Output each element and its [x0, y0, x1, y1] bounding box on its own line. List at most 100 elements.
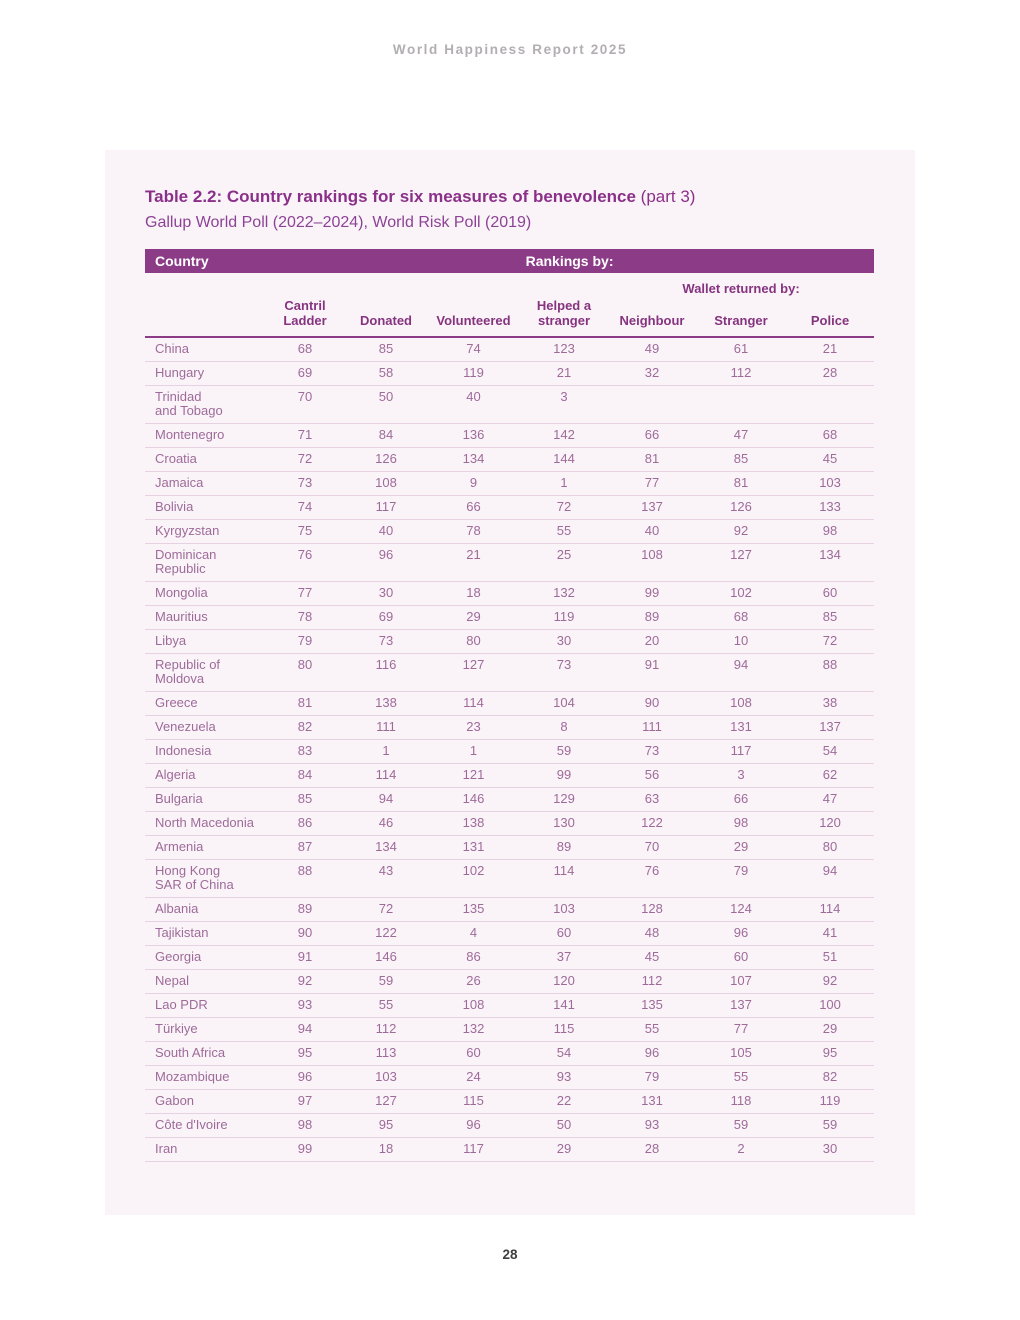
- value-cell: 46: [345, 811, 427, 836]
- value-cell: 114: [520, 859, 608, 898]
- value-cell: 128: [608, 897, 696, 922]
- value-cell: 91: [608, 653, 696, 692]
- wallet-group-label: Wallet returned by:: [682, 281, 800, 296]
- value-cell: 122: [608, 811, 696, 836]
- value-cell: 74: [427, 337, 520, 362]
- country-cell: Gabon: [145, 1089, 265, 1114]
- value-cell: 21: [427, 543, 520, 582]
- value-cell: 137: [786, 715, 875, 740]
- value-cell: 60: [427, 1041, 520, 1066]
- value-cell: 18: [427, 581, 520, 606]
- value-cell: 93: [520, 1065, 608, 1090]
- value-cell: 84: [345, 423, 427, 448]
- value-cell: 85: [696, 447, 786, 472]
- table-row: Côte d'Ivoire 98 95 96 50 93 59 59: [145, 1113, 875, 1138]
- value-cell: 21: [520, 361, 608, 386]
- value-cell: 138: [345, 691, 427, 716]
- country-cell: Algeria: [145, 763, 265, 788]
- value-cell: 98: [265, 1113, 345, 1138]
- value-cell: 111: [608, 715, 696, 740]
- country-cell: Nepal: [145, 969, 265, 994]
- value-cell: 3: [696, 763, 786, 788]
- table-row: Dominican Republic 76 96 21 25 108 127 1…: [145, 543, 875, 582]
- page-number: 28: [502, 1247, 518, 1262]
- value-cell: 121: [427, 763, 520, 788]
- value-cell: 105: [696, 1041, 786, 1066]
- column-header-helped-a-stranger: Helped a stranger: [520, 296, 608, 338]
- value-cell: 54: [520, 1041, 608, 1066]
- value-cell: 80: [427, 629, 520, 654]
- value-cell: 9: [427, 471, 520, 496]
- country-cell: Kyrgyzstan: [145, 519, 265, 544]
- value-cell: 137: [696, 993, 786, 1018]
- country-cell: Mauritius: [145, 605, 265, 630]
- value-cell: 87: [265, 835, 345, 860]
- table-row: Jamaica 73 108 9 1 77 81 103: [145, 471, 875, 496]
- value-cell: 131: [427, 835, 520, 860]
- value-cell: 98: [696, 811, 786, 836]
- value-cell: 2: [696, 1137, 786, 1162]
- value-cell: 108: [608, 543, 696, 582]
- value-cell: 115: [427, 1089, 520, 1114]
- country-cell: Mozambique: [145, 1065, 265, 1090]
- value-cell: 92: [696, 519, 786, 544]
- table-subtitle: Gallup World Poll (2022–2024), World Ris…: [145, 214, 532, 231]
- value-cell: 135: [608, 993, 696, 1018]
- value-cell: 68: [786, 423, 875, 448]
- value-cell: 28: [786, 361, 875, 386]
- value-cell: 38: [786, 691, 875, 716]
- value-cell: 63: [608, 787, 696, 812]
- country-cell: South Africa: [145, 1041, 265, 1066]
- value-cell: 119: [520, 605, 608, 630]
- table-row: Republic of Moldova 80 116 127 73 91 94 …: [145, 653, 875, 692]
- value-cell: 120: [520, 969, 608, 994]
- value-cell: 1: [427, 739, 520, 764]
- value-cell: 95: [265, 1041, 345, 1066]
- value-cell: 80: [786, 835, 875, 860]
- value-cell: 40: [345, 519, 427, 544]
- value-cell: 29: [786, 1017, 875, 1042]
- value-cell: 69: [265, 361, 345, 386]
- value-cell: 100: [786, 993, 875, 1018]
- value-cell: 119: [427, 361, 520, 386]
- value-cell: 23: [427, 715, 520, 740]
- value-cell: 108: [345, 471, 427, 496]
- country-cell: Lao PDR: [145, 993, 265, 1018]
- table-title-main: Table 2.2: Country rankings for six meas…: [145, 187, 636, 206]
- value-cell: 94: [345, 787, 427, 812]
- value-cell: 108: [696, 691, 786, 716]
- value-cell: 55: [345, 993, 427, 1018]
- wallet-group-row: Wallet returned by:: [145, 273, 874, 296]
- country-cell: North Macedonia: [145, 811, 265, 836]
- table-row: Trinidad and Tobago 70 50 40 3: [145, 385, 875, 424]
- value-cell: 29: [520, 1137, 608, 1162]
- value-cell: 96: [608, 1041, 696, 1066]
- country-cell: Montenegro: [145, 423, 265, 448]
- country-cell: Iran: [145, 1137, 265, 1162]
- value-cell: 89: [608, 605, 696, 630]
- value-cell: 81: [696, 471, 786, 496]
- column-header-stranger: Stranger: [696, 296, 786, 338]
- value-cell: 73: [608, 739, 696, 764]
- value-cell: 29: [696, 835, 786, 860]
- value-cell: 47: [696, 423, 786, 448]
- table-row: Greece 81 138 114 104 90 108 38: [145, 691, 875, 716]
- value-cell: 90: [265, 921, 345, 946]
- value-cell: 90: [608, 691, 696, 716]
- value-cell: 48: [608, 921, 696, 946]
- value-cell: 43: [345, 859, 427, 898]
- country-cell: Tajikistan: [145, 921, 265, 946]
- country-cell: Jamaica: [145, 471, 265, 496]
- table-row: Algeria 84 114 121 99 56 3 62: [145, 763, 875, 788]
- value-cell: 122: [345, 921, 427, 946]
- value-cell: 94: [696, 653, 786, 692]
- value-cell: 146: [345, 945, 427, 970]
- value-cell: 32: [608, 361, 696, 386]
- column-headers-row: Cantril Ladder Donated Volunteered Helpe…: [145, 296, 875, 338]
- value-cell: 141: [520, 993, 608, 1018]
- value-cell: 60: [696, 945, 786, 970]
- value-cell: 85: [265, 787, 345, 812]
- value-cell: 30: [520, 629, 608, 654]
- country-cell: Croatia: [145, 447, 265, 472]
- value-cell: 118: [696, 1089, 786, 1114]
